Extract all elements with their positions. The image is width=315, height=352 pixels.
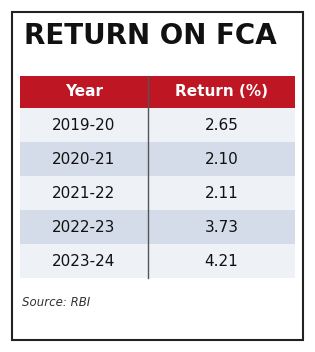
Text: 3.73: 3.73 xyxy=(204,220,238,234)
Text: 2.11: 2.11 xyxy=(204,186,238,201)
Text: RETURN ON FCA: RETURN ON FCA xyxy=(24,22,277,50)
Text: 2.65: 2.65 xyxy=(204,118,238,132)
Text: 4.21: 4.21 xyxy=(204,253,238,269)
Bar xyxy=(20,176,295,210)
Text: Source: RBI: Source: RBI xyxy=(22,296,90,309)
Bar xyxy=(20,244,295,278)
Text: 2.10: 2.10 xyxy=(204,151,238,166)
Bar xyxy=(20,210,295,244)
Text: 2020-21: 2020-21 xyxy=(52,151,116,166)
Bar xyxy=(20,108,295,142)
Bar xyxy=(20,76,295,108)
Bar xyxy=(20,142,295,176)
Text: 2023-24: 2023-24 xyxy=(52,253,116,269)
Text: Return (%): Return (%) xyxy=(175,84,268,100)
Text: 2022-23: 2022-23 xyxy=(52,220,116,234)
Text: 2019-20: 2019-20 xyxy=(52,118,116,132)
Text: 2021-22: 2021-22 xyxy=(52,186,116,201)
Text: Year: Year xyxy=(65,84,103,100)
